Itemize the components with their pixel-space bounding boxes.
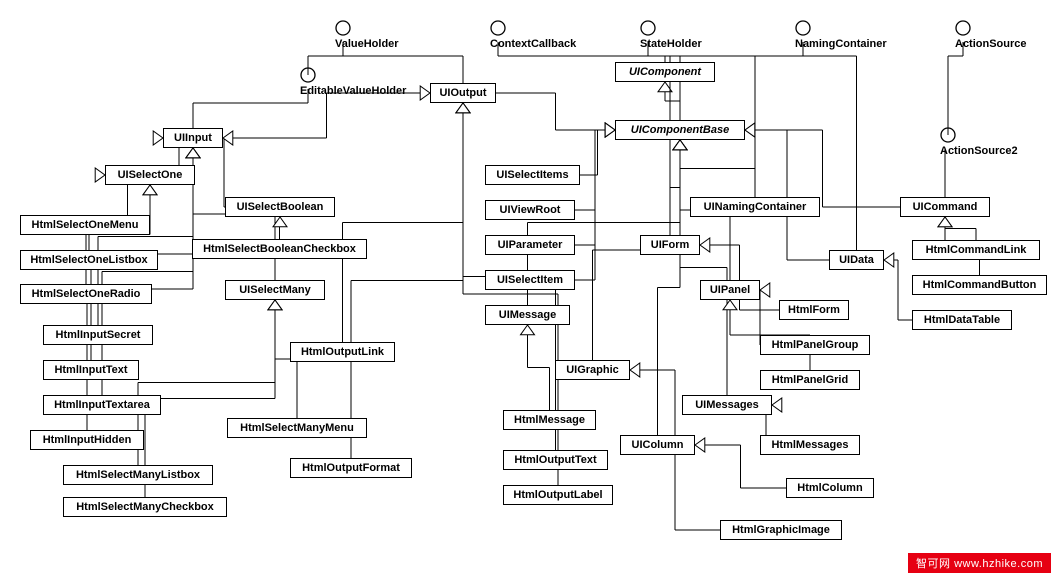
class-HtmlForm: HtmlForm <box>779 300 849 320</box>
class-UINamingContainer: UINamingContainer <box>690 197 820 217</box>
class-HtmlOutputText: HtmlOutputText <box>503 450 608 470</box>
class-UIData: UIData <box>829 250 884 270</box>
class-HtmlSelectManyMenu: HtmlSelectManyMenu <box>227 418 367 438</box>
class-HtmlCommandButton: HtmlCommandButton <box>912 275 1047 295</box>
class-HtmlOutputLabel: HtmlOutputLabel <box>503 485 613 505</box>
class-UIViewRoot: UIViewRoot <box>485 200 575 220</box>
class-HtmlSelectOneListbox: HtmlSelectOneListbox <box>20 250 158 270</box>
class-HtmlColumn: HtmlColumn <box>786 478 874 498</box>
class-HtmlMessage: HtmlMessage <box>503 410 596 430</box>
interface-ContextCallback: ContextCallback <box>490 38 576 50</box>
class-UISelectBoolean: UISelectBoolean <box>225 197 335 217</box>
class-HtmlPanelGroup: HtmlPanelGroup <box>760 335 870 355</box>
interface-EditableValueHolder: EditableValueHolder <box>300 85 406 97</box>
class-UISelectMany: UISelectMany <box>225 280 325 300</box>
class-HtmlInputHidden: HtmlInputHidden <box>30 430 144 450</box>
class-UIInput: UIInput <box>163 128 223 148</box>
class-UIColumn: UIColumn <box>620 435 695 455</box>
class-HtmlMessages: HtmlMessages <box>760 435 860 455</box>
class-UIMessages: UIMessages <box>682 395 772 415</box>
watermark-badge: 智可网 www.hzhike.com <box>908 553 1051 573</box>
class-HtmlSelectOneRadio: HtmlSelectOneRadio <box>20 284 152 304</box>
class-UIMessage: UIMessage <box>485 305 570 325</box>
class-UISelectItem: UISelectItem <box>485 270 575 290</box>
class-HtmlInputSecret: HtmlInputSecret <box>43 325 153 345</box>
class-HtmlSelectManyCheckbox: HtmlSelectManyCheckbox <box>63 497 227 517</box>
class-HtmlDataTable: HtmlDataTable <box>912 310 1012 330</box>
interface-ActionSource: ActionSource <box>955 38 1027 50</box>
interface-ValueHolder: ValueHolder <box>335 38 399 50</box>
class-UIOutput: UIOutput <box>430 83 496 103</box>
class-HtmlInputTextarea: HtmlInputTextarea <box>43 395 161 415</box>
class-HtmlSelectOneMenu: HtmlSelectOneMenu <box>20 215 150 235</box>
class-HtmlInputText: HtmlInputText <box>43 360 139 380</box>
class-UIPanel: UIPanel <box>700 280 760 300</box>
interface-NamingContainer: NamingContainer <box>795 38 887 50</box>
class-HtmlSelectBooleanCheckbox: HtmlSelectBooleanCheckbox <box>192 239 367 259</box>
class-UISelectOne: UISelectOne <box>105 165 195 185</box>
class-UIComponent: UIComponent <box>615 62 715 82</box>
class-HtmlPanelGrid: HtmlPanelGrid <box>760 370 860 390</box>
class-UISelectItems: UISelectItems <box>485 165 580 185</box>
class-HtmlOutputFormat: HtmlOutputFormat <box>290 458 412 478</box>
interface-StateHolder: StateHolder <box>640 38 702 50</box>
class-UIComponentBase: UIComponentBase <box>615 120 745 140</box>
class-UIParameter: UIParameter <box>485 235 575 255</box>
class-UIForm: UIForm <box>640 235 700 255</box>
class-UICommand: UICommand <box>900 197 990 217</box>
class-UIGraphic: UIGraphic <box>555 360 630 380</box>
class-HtmlGraphicImage: HtmlGraphicImage <box>720 520 842 540</box>
class-HtmlCommandLink: HtmlCommandLink <box>912 240 1040 260</box>
class-HtmlSelectManyListbox: HtmlSelectManyListbox <box>63 465 213 485</box>
class-HtmlOutputLink: HtmlOutputLink <box>290 342 395 362</box>
interface-ActionSource2: ActionSource2 <box>940 145 1018 157</box>
